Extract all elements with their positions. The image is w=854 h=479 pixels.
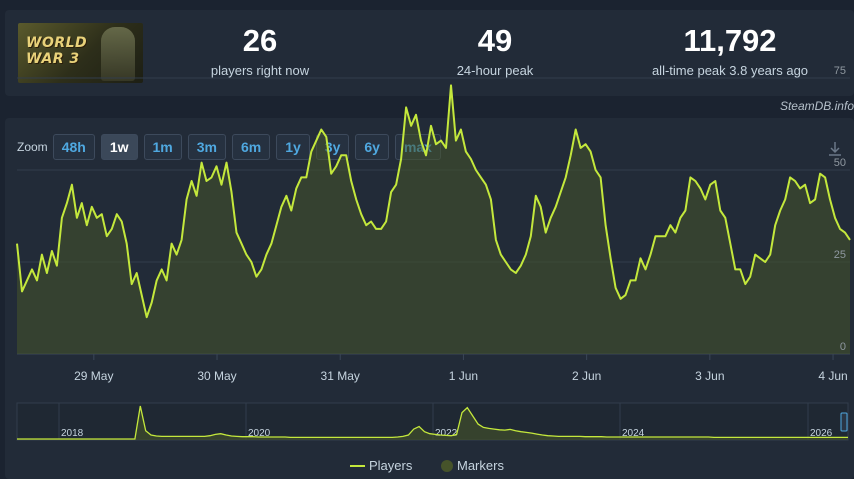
players-line[interactable] <box>16 84 851 319</box>
x-tick-label: 29 May <box>74 369 113 383</box>
navigator-line <box>17 405 848 440</box>
legend-markers[interactable]: Markers <box>457 458 504 473</box>
zoom-6y-button[interactable]: 6y <box>355 134 389 160</box>
y-tick-label: 50 <box>834 157 846 169</box>
peak-24h-label: 24-hour peak <box>456 63 534 78</box>
players-area <box>17 85 850 355</box>
navigator-tick-label: 2022 <box>435 428 458 439</box>
peak-24h-value: 49 <box>477 23 513 58</box>
x-tick-label: 1 Jun <box>449 369 478 383</box>
zoom-1y-button[interactable]: 1y <box>276 134 310 160</box>
stat-all-time-peak: 11,792 all-time peak 3.8 years ago <box>640 23 820 79</box>
stat-24h-peak: 49 24-hour peak <box>435 23 555 79</box>
navigator-tick-label: 2018 <box>61 428 84 439</box>
navigator-tick-label: 2020 <box>248 428 271 439</box>
x-tick-label: 30 May <box>197 369 236 383</box>
navigator-handle[interactable] <box>840 412 848 432</box>
x-tick-label: 3 Jun <box>695 369 724 383</box>
all-time-peak-value: 11,792 <box>683 23 777 58</box>
zoom-1w-button[interactable]: 1w <box>100 134 138 160</box>
all-time-peak-label: all-time peak 3.8 years ago <box>651 63 809 78</box>
stat-current-players: 26 players right now <box>200 23 320 79</box>
y-tick-label: 0 <box>840 341 846 353</box>
current-players-value: 26 <box>242 23 278 58</box>
navigator-tick-label: 2026 <box>810 428 833 439</box>
y-tick-label: 25 <box>834 249 846 261</box>
zoom-6m-button[interactable]: 6m <box>231 134 271 160</box>
x-tick-label: 31 May <box>321 369 360 383</box>
x-tick-label: 4 Jun <box>818 369 847 383</box>
navigator-tick-label: 2024 <box>622 428 645 439</box>
legend-markers-swatch <box>441 460 453 472</box>
zoom-1m-button[interactable]: 1m <box>143 134 182 160</box>
x-tick-label: 2 Jun <box>572 369 601 383</box>
y-tick-label: 75 <box>834 65 846 77</box>
current-players-label: players right now <box>210 63 310 78</box>
zoom-3m-button[interactable]: 3m <box>187 134 226 160</box>
game-cover-image[interactable]: WORLD WAR 3 <box>18 23 143 83</box>
legend-players[interactable]: Players <box>369 458 413 473</box>
stats-panel: WORLD WAR 3 26 players right now 49 24-h… <box>5 10 854 96</box>
soldier-figure <box>101 27 135 81</box>
zoom-label: Zoom <box>17 140 48 154</box>
zoom-48h-button[interactable]: 48h <box>52 134 95 160</box>
download-icon[interactable] <box>826 140 844 158</box>
game-logo-text: WORLD WAR 3 <box>26 35 88 67</box>
steamdb-credit[interactable]: SteamDB.info <box>779 99 854 113</box>
